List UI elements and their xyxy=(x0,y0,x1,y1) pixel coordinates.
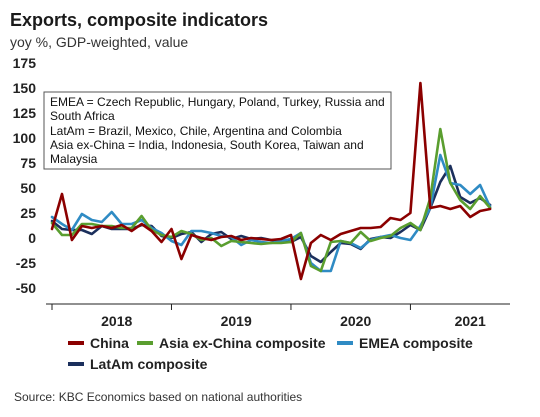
annotation-line: LatAm = Brazil, Mexico, Chile, Argentina… xyxy=(50,124,342,138)
x-tick-label: 2019 xyxy=(221,313,252,329)
y-tick-label: 50 xyxy=(20,180,36,196)
x-tick-label: 2021 xyxy=(455,313,486,329)
source-note: Source: KBC Economics based on national … xyxy=(14,390,302,404)
x-tick-label: 2018 xyxy=(101,313,132,329)
plot-area: -50 -25 0 25 50 75 100 125 150 175 2018 2019 2020 202… xyxy=(13,55,510,329)
y-tick-label: 75 xyxy=(20,155,36,171)
annotation-line: Malaysia xyxy=(50,152,98,166)
y-tick-label: 100 xyxy=(13,130,37,146)
chart-title: Exports, composite indicators xyxy=(10,10,268,30)
annotation-line: South Africa xyxy=(50,109,115,123)
annotation-line: Asia ex-China = India, Indonesia, South … xyxy=(50,138,364,152)
annotation-line: EMEA = Czech Republic, Hungary, Poland, … xyxy=(50,95,385,109)
y-tick-label: 125 xyxy=(13,105,37,121)
legend-item-latam: LatAm composite xyxy=(68,356,208,372)
legend-label: China xyxy=(90,335,129,351)
legend-item-china: China xyxy=(68,335,129,351)
y-tick-label: -25 xyxy=(16,255,36,271)
y-tick-label: 25 xyxy=(20,205,36,221)
legend-label: Asia ex-China composite xyxy=(159,335,326,351)
legend-label: LatAm composite xyxy=(90,356,208,372)
y-tick-label: -50 xyxy=(16,280,36,296)
legend-item-asia: Asia ex-China composite xyxy=(137,335,326,351)
y-tick-label: 175 xyxy=(13,55,37,71)
annotation-box: EMEA = Czech Republic, Hungary, Poland, … xyxy=(43,91,392,170)
legend-label: EMEA composite xyxy=(359,335,473,351)
y-tick-label: 150 xyxy=(13,80,37,96)
series-line-china xyxy=(50,81,492,281)
chart-subtitle: yoy %, GDP-weighted, value xyxy=(10,34,188,50)
legend: China Asia ex-China composite EMEA compo… xyxy=(68,335,473,372)
legend-item-emea: EMEA composite xyxy=(337,335,473,351)
x-tick-label: 2020 xyxy=(340,313,371,329)
y-tick-label: 0 xyxy=(28,230,36,246)
